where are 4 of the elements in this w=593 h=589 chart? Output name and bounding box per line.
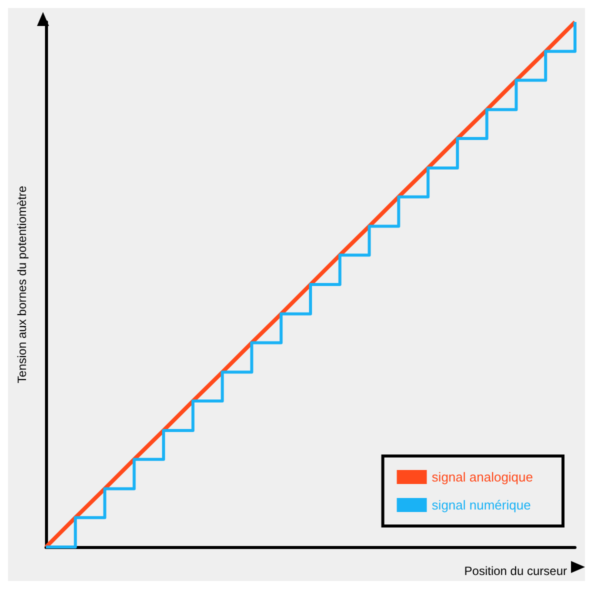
legend-label: signal numérique — [432, 498, 531, 512]
x-axis-title: Position du curseur — [464, 564, 567, 578]
legend-label: signal analogique — [432, 470, 534, 484]
y-axis-title: Tension aux bornes du potentiomètre — [15, 185, 29, 384]
